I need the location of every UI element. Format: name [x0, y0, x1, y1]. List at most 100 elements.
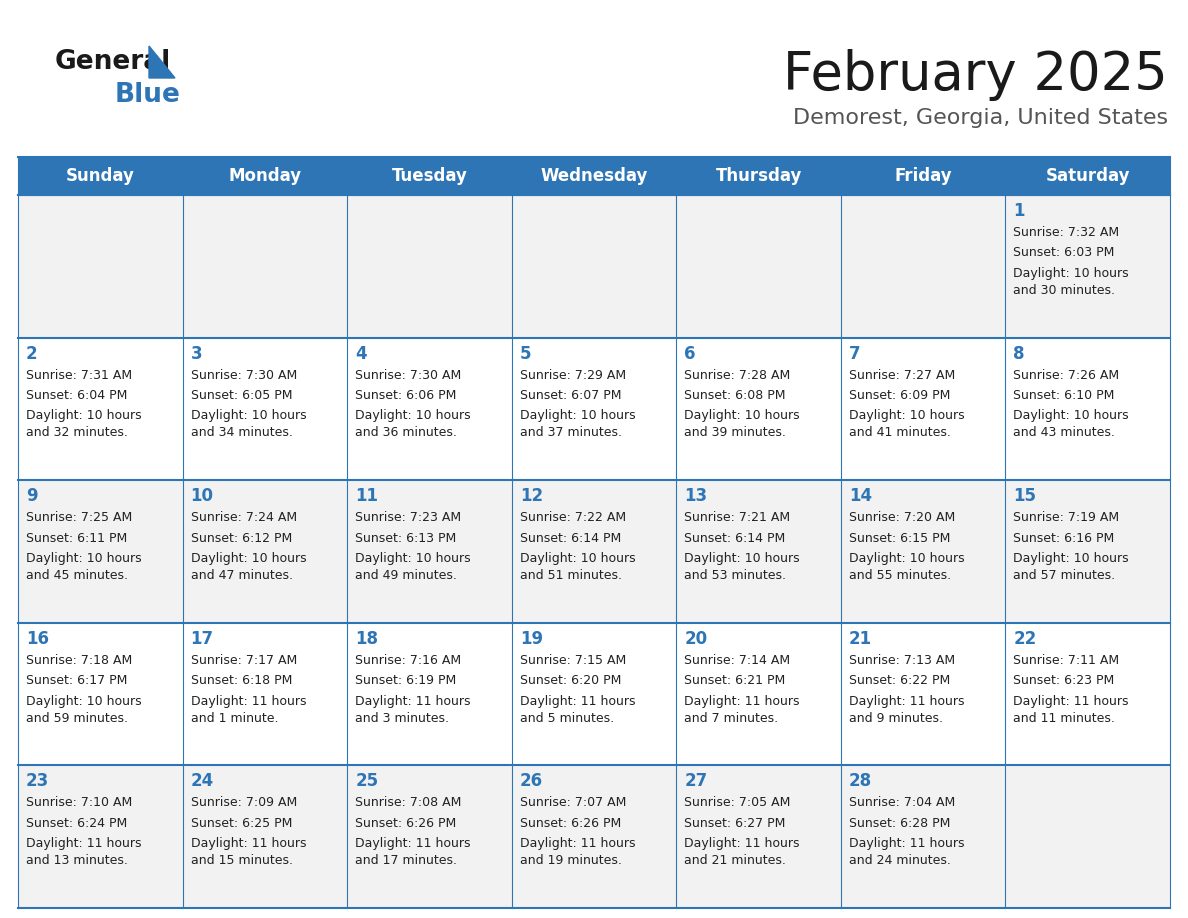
- Text: Sunrise: 7:25 AM: Sunrise: 7:25 AM: [26, 511, 132, 524]
- Bar: [18, 195, 183, 338]
- Text: Daylight: 11 hours
and 1 minute.: Daylight: 11 hours and 1 minute.: [190, 695, 307, 724]
- Text: Tuesday: Tuesday: [392, 167, 467, 185]
- Text: 10: 10: [190, 487, 214, 505]
- Text: Sunrise: 7:15 AM: Sunrise: 7:15 AM: [519, 654, 626, 666]
- Text: Sunset: 6:26 PM: Sunset: 6:26 PM: [355, 817, 456, 830]
- Text: Sunrise: 7:29 AM: Sunrise: 7:29 AM: [519, 369, 626, 382]
- Text: Daylight: 11 hours
and 21 minutes.: Daylight: 11 hours and 21 minutes.: [684, 837, 800, 868]
- Bar: [18, 766, 183, 908]
- Text: Daylight: 10 hours
and 34 minutes.: Daylight: 10 hours and 34 minutes.: [190, 409, 307, 440]
- Text: Sunrise: 7:20 AM: Sunrise: 7:20 AM: [849, 511, 955, 524]
- Text: Daylight: 10 hours
and 36 minutes.: Daylight: 10 hours and 36 minutes.: [355, 409, 470, 440]
- Text: Daylight: 10 hours
and 57 minutes.: Daylight: 10 hours and 57 minutes.: [1013, 552, 1129, 582]
- Text: 12: 12: [519, 487, 543, 505]
- Text: Daylight: 10 hours
and 49 minutes.: Daylight: 10 hours and 49 minutes.: [355, 552, 470, 582]
- Text: Sunset: 6:04 PM: Sunset: 6:04 PM: [26, 389, 127, 402]
- Text: 18: 18: [355, 630, 378, 648]
- Polygon shape: [148, 46, 175, 78]
- Bar: [1005, 766, 1170, 908]
- Bar: [347, 766, 512, 908]
- Text: Saturday: Saturday: [1045, 167, 1130, 185]
- Text: Daylight: 11 hours
and 11 minutes.: Daylight: 11 hours and 11 minutes.: [1013, 695, 1129, 724]
- Text: Demorest, Georgia, United States: Demorest, Georgia, United States: [792, 108, 1168, 128]
- Text: Sunset: 6:08 PM: Sunset: 6:08 PM: [684, 389, 785, 402]
- Text: February 2025: February 2025: [783, 49, 1168, 101]
- Text: Sunrise: 7:10 AM: Sunrise: 7:10 AM: [26, 797, 132, 810]
- Text: Sunset: 6:12 PM: Sunset: 6:12 PM: [190, 532, 292, 544]
- Text: Sunset: 6:13 PM: Sunset: 6:13 PM: [355, 532, 456, 544]
- Text: Sunset: 6:26 PM: Sunset: 6:26 PM: [519, 817, 621, 830]
- Text: Sunset: 6:05 PM: Sunset: 6:05 PM: [190, 389, 292, 402]
- Text: Daylight: 10 hours
and 37 minutes.: Daylight: 10 hours and 37 minutes.: [519, 409, 636, 440]
- Text: Daylight: 10 hours
and 32 minutes.: Daylight: 10 hours and 32 minutes.: [26, 409, 141, 440]
- Text: 16: 16: [26, 630, 49, 648]
- Text: Daylight: 10 hours
and 41 minutes.: Daylight: 10 hours and 41 minutes.: [849, 409, 965, 440]
- Text: Sunrise: 7:28 AM: Sunrise: 7:28 AM: [684, 369, 790, 382]
- Text: 1: 1: [1013, 202, 1025, 220]
- Bar: [512, 480, 676, 622]
- Text: 3: 3: [190, 344, 202, 363]
- Text: Sunset: 6:27 PM: Sunset: 6:27 PM: [684, 817, 785, 830]
- Text: Sunrise: 7:30 AM: Sunrise: 7:30 AM: [355, 369, 461, 382]
- Bar: [183, 338, 347, 480]
- Text: 4: 4: [355, 344, 367, 363]
- Text: Daylight: 10 hours
and 53 minutes.: Daylight: 10 hours and 53 minutes.: [684, 552, 800, 582]
- Text: Sunset: 6:16 PM: Sunset: 6:16 PM: [1013, 532, 1114, 544]
- Bar: [841, 622, 1005, 766]
- Text: Sunday: Sunday: [65, 167, 134, 185]
- Text: Sunrise: 7:21 AM: Sunrise: 7:21 AM: [684, 511, 790, 524]
- Text: Monday: Monday: [228, 167, 302, 185]
- Text: Daylight: 10 hours
and 59 minutes.: Daylight: 10 hours and 59 minutes.: [26, 695, 141, 724]
- Text: Sunset: 6:06 PM: Sunset: 6:06 PM: [355, 389, 456, 402]
- Text: Thursday: Thursday: [715, 167, 802, 185]
- Text: 9: 9: [26, 487, 38, 505]
- Text: 7: 7: [849, 344, 860, 363]
- Text: Sunrise: 7:26 AM: Sunrise: 7:26 AM: [1013, 369, 1119, 382]
- Text: Sunset: 6:20 PM: Sunset: 6:20 PM: [519, 674, 621, 688]
- Text: 27: 27: [684, 772, 708, 790]
- Bar: [1005, 480, 1170, 622]
- Bar: [1005, 195, 1170, 338]
- Text: Sunrise: 7:30 AM: Sunrise: 7:30 AM: [190, 369, 297, 382]
- Text: Sunset: 6:23 PM: Sunset: 6:23 PM: [1013, 674, 1114, 688]
- Text: Daylight: 11 hours
and 24 minutes.: Daylight: 11 hours and 24 minutes.: [849, 837, 965, 868]
- Bar: [676, 480, 841, 622]
- Text: Friday: Friday: [895, 167, 952, 185]
- Bar: [18, 480, 183, 622]
- Text: Blue: Blue: [115, 82, 181, 108]
- Bar: [347, 622, 512, 766]
- Text: Sunrise: 7:27 AM: Sunrise: 7:27 AM: [849, 369, 955, 382]
- Bar: [676, 338, 841, 480]
- Text: Daylight: 11 hours
and 19 minutes.: Daylight: 11 hours and 19 minutes.: [519, 837, 636, 868]
- Text: Sunset: 6:28 PM: Sunset: 6:28 PM: [849, 817, 950, 830]
- Bar: [18, 157, 1170, 195]
- Bar: [676, 766, 841, 908]
- Text: Sunrise: 7:18 AM: Sunrise: 7:18 AM: [26, 654, 132, 666]
- Text: 13: 13: [684, 487, 707, 505]
- Bar: [18, 338, 183, 480]
- Text: 24: 24: [190, 772, 214, 790]
- Text: 25: 25: [355, 772, 378, 790]
- Text: Sunset: 6:10 PM: Sunset: 6:10 PM: [1013, 389, 1114, 402]
- Bar: [512, 338, 676, 480]
- Bar: [347, 195, 512, 338]
- Text: Daylight: 11 hours
and 9 minutes.: Daylight: 11 hours and 9 minutes.: [849, 695, 965, 724]
- Text: General: General: [55, 49, 171, 75]
- Bar: [347, 338, 512, 480]
- Text: Wednesday: Wednesday: [541, 167, 647, 185]
- Text: Daylight: 10 hours
and 47 minutes.: Daylight: 10 hours and 47 minutes.: [190, 552, 307, 582]
- Text: 28: 28: [849, 772, 872, 790]
- Text: Sunrise: 7:19 AM: Sunrise: 7:19 AM: [1013, 511, 1119, 524]
- Text: Sunset: 6:11 PM: Sunset: 6:11 PM: [26, 532, 127, 544]
- Text: Sunrise: 7:23 AM: Sunrise: 7:23 AM: [355, 511, 461, 524]
- Text: 21: 21: [849, 630, 872, 648]
- Bar: [183, 480, 347, 622]
- Text: Sunrise: 7:11 AM: Sunrise: 7:11 AM: [1013, 654, 1119, 666]
- Text: Sunrise: 7:09 AM: Sunrise: 7:09 AM: [190, 797, 297, 810]
- Text: Sunset: 6:22 PM: Sunset: 6:22 PM: [849, 674, 950, 688]
- Text: 15: 15: [1013, 487, 1036, 505]
- Bar: [18, 622, 183, 766]
- Text: Daylight: 10 hours
and 55 minutes.: Daylight: 10 hours and 55 minutes.: [849, 552, 965, 582]
- Text: Sunrise: 7:13 AM: Sunrise: 7:13 AM: [849, 654, 955, 666]
- Bar: [512, 195, 676, 338]
